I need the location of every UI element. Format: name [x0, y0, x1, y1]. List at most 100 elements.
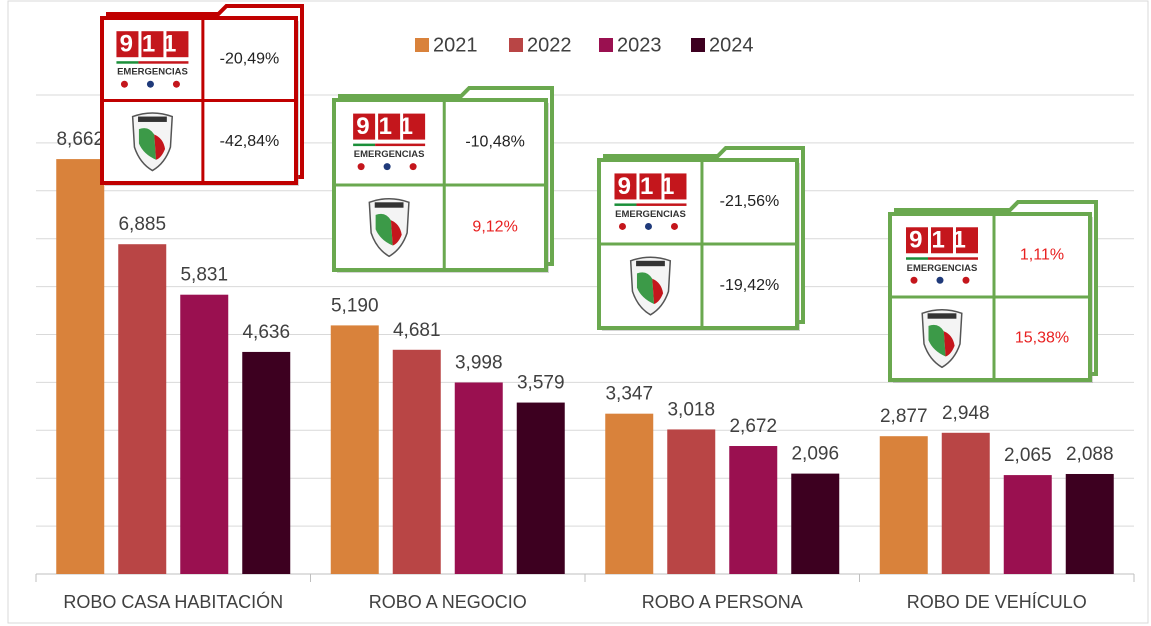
data-label: 2,096: [791, 444, 839, 465]
logo-911-number: 911: [909, 227, 975, 254]
logo-911-box: [116, 31, 139, 58]
logo-911-text: EMERGENCIAS: [117, 67, 188, 78]
logo-stripe-green: [353, 143, 376, 147]
card-percent: -21,56%: [720, 193, 780, 210]
logo-911-box: [956, 227, 978, 254]
data-label: 4,681: [393, 320, 441, 341]
card-percent: -10,48%: [465, 134, 525, 151]
logo-911-number: 911: [618, 173, 684, 200]
x-tick-label: ROBO CASA HABITACIÓN: [63, 591, 283, 612]
logo-stripe-green: [614, 203, 637, 206]
legend-label: 2022: [527, 34, 572, 56]
data-label: 6,885: [118, 214, 166, 235]
legend-label: 2021: [433, 34, 478, 56]
logo-911-box: [378, 113, 401, 140]
data-label: 2,877: [880, 406, 928, 427]
shield-banner: [927, 313, 957, 319]
logo-911-number: 911: [120, 31, 186, 58]
x-tick-label: ROBO A PERSONA: [642, 592, 803, 612]
info-card: 911 EMERGENCIAS -10,48% 9,12%: [332, 86, 554, 273]
legend-label: 2023: [617, 34, 662, 56]
logo-icon: [383, 163, 391, 171]
logo-icon: [618, 222, 626, 230]
card-percent: -20,49%: [220, 50, 280, 67]
bar: [118, 244, 167, 574]
card-percent: 1,11%: [1020, 247, 1064, 264]
legend-swatch: [691, 38, 705, 52]
legend-label: 2024: [709, 34, 754, 56]
logo-icon: [146, 80, 154, 88]
card-percent: 15,38%: [1015, 330, 1069, 347]
logo-911-text: EMERGENCIAS: [354, 149, 425, 160]
shield-banner: [374, 202, 404, 208]
bar: [941, 432, 990, 574]
logo-icon: [670, 222, 678, 230]
logo-icon: [357, 163, 365, 171]
logo-stripe-red: [375, 143, 426, 147]
logo-911-box: [639, 173, 662, 200]
bar: [242, 351, 291, 574]
logo-911-box: [906, 227, 928, 254]
shield-green: [375, 213, 393, 246]
shield-red: [943, 331, 955, 357]
shield-red: [652, 278, 664, 304]
shield-banner: [138, 116, 167, 122]
card-percent: 9,12%: [472, 219, 517, 236]
shield-red: [154, 134, 166, 160]
logo-911-box: [166, 31, 189, 58]
logo-icon: [910, 276, 918, 284]
logo-stripe-red: [138, 61, 189, 64]
legend-swatch: [415, 38, 429, 52]
bar: [454, 382, 503, 574]
data-label: 2,672: [729, 416, 777, 437]
data-label: 3,347: [605, 384, 653, 405]
bar: [667, 429, 716, 574]
logo-icon: [936, 276, 944, 284]
logo-icon: [172, 80, 180, 88]
shield-green: [138, 128, 157, 160]
logo-stripe-red: [928, 257, 978, 260]
logo-911-box: [931, 227, 953, 254]
logo-stripe-green: [116, 61, 139, 64]
data-label: 2,065: [1004, 445, 1052, 466]
info-card: 911 EMERGENCIAS 1,11% 15,38%: [888, 200, 1098, 383]
legend-swatch: [509, 38, 523, 52]
logo-911-box: [403, 113, 426, 140]
logo-icon: [120, 80, 128, 88]
bar: [180, 294, 229, 574]
bar: [791, 473, 840, 574]
data-label: 4,636: [242, 322, 290, 343]
logo-icon: [409, 163, 417, 171]
logo-icon: [644, 222, 652, 230]
info-card: 911 EMERGENCIAS -20,49% -42,84%: [100, 4, 304, 186]
info-card: 911 EMERGENCIAS -21,56% -19,42%: [597, 146, 805, 331]
data-label: 2,948: [942, 403, 990, 424]
bar: [56, 159, 105, 574]
data-label: 3,579: [517, 373, 565, 394]
card-percent: -42,84%: [220, 133, 280, 150]
legend-swatch: [599, 38, 613, 52]
data-label: 3,998: [455, 353, 503, 374]
logo-stripe-red: [636, 203, 687, 206]
shield-green: [636, 272, 655, 304]
shield-banner: [636, 260, 665, 267]
bar: [729, 446, 778, 574]
x-tick-label: ROBO A NEGOCIO: [369, 592, 527, 612]
bar: [879, 436, 928, 574]
logo-stripe-green: [906, 257, 928, 260]
data-label: 5,190: [331, 295, 379, 316]
bar: [605, 413, 654, 574]
data-label: 3,018: [667, 399, 715, 420]
x-tick-label: ROBO DE VEHÍCULO: [907, 592, 1087, 612]
logo-911-number: 911: [356, 113, 422, 140]
data-label: 5,831: [180, 265, 228, 286]
bar: [1065, 473, 1114, 574]
shield-green: [928, 324, 946, 357]
logo-911-text: EMERGENCIAS: [615, 209, 686, 220]
bar: [392, 349, 441, 574]
logo-911-box: [614, 173, 637, 200]
data-label: 2,088: [1066, 444, 1114, 465]
data-label: 8,662: [56, 129, 104, 150]
shield-red: [390, 220, 402, 246]
